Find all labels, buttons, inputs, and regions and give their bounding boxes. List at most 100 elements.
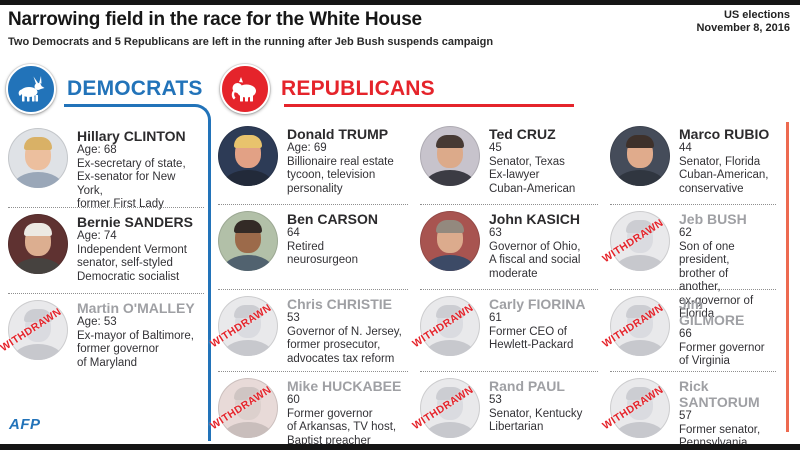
candidate-card: John KASICH 63 Governor of Ohio, A fisca…: [420, 205, 598, 290]
afp-logo: AFP: [9, 416, 41, 433]
candidate-card: Marco RUBIO 44 Senator, Florida Cuban-Am…: [610, 120, 776, 205]
candidate-photo: [420, 211, 480, 271]
avatar-torso: [425, 422, 475, 438]
candidate-age: 66: [679, 328, 692, 340]
candidate-age: 64: [287, 227, 300, 239]
candidate-card: Hillary CLINTON Age: 68 Ex-secretary of …: [8, 122, 204, 210]
candidate-details: Billionaire real estate tycoon, televisi…: [287, 155, 394, 195]
candidate-details: Former governor of Virginia: [679, 341, 765, 368]
avatar-torso: [425, 170, 475, 186]
candidate-info: Jeb BUSH 62 Son of one president, brothe…: [679, 211, 770, 322]
candidate-age: 62: [679, 227, 692, 239]
candidate-name: Carly FIORINA: [489, 296, 586, 312]
candidate-name: Rick SANTORUM: [679, 378, 760, 410]
avatar-hair: [626, 220, 654, 233]
candidate-name: John KASICH: [489, 211, 580, 227]
candidate-photo: [218, 211, 278, 271]
meta-topic: US elections: [723, 9, 790, 21]
candidate-name: Ben CARSON: [287, 211, 379, 227]
avatar-torso: [223, 255, 273, 271]
candidate-details: Former CEO of Hewlett-Packard: [489, 325, 574, 352]
candidate-name: Mike HUCKABEE: [287, 378, 402, 394]
avatar-hair: [234, 305, 262, 318]
candidate-avatar: [218, 296, 278, 356]
candidate-info: Carly FIORINA 61 Former CEO of Hewlett-P…: [489, 296, 585, 353]
candidate-details: Independent Vermont senator, self-styled…: [77, 243, 187, 283]
candidate-photo: [218, 126, 278, 186]
avatar-hair: [234, 387, 262, 400]
candidate-card: Ben CARSON 64 Retired neurosurgeon: [218, 205, 408, 290]
candidate-info: Rick SANTORUM 57 Former senator, Pennsyl…: [679, 378, 770, 450]
avatar-torso: [425, 255, 475, 271]
avatar-torso: [223, 340, 273, 356]
avatar-hair: [436, 305, 464, 318]
candidate-name: Donald TRUMP: [287, 126, 389, 142]
candidate-avatar: [610, 378, 670, 438]
candidate-details: Former senator, Pennsylvania: [679, 423, 761, 450]
candidate-avatar: [610, 211, 670, 271]
candidate-details: Senator, Florida Cuban-American, conserv…: [679, 155, 769, 195]
candidate-age: Age: 53: [77, 316, 117, 328]
page-subtitle: Two Democrats and 5 Republicans are left…: [8, 36, 494, 48]
candidate-photo: WITHDRAWN: [600, 211, 670, 271]
candidate-name: Chris CHRISTIE: [287, 296, 393, 312]
avatar-hair: [24, 137, 52, 150]
page-title: Narrowing field in the race for the Whit…: [8, 9, 422, 30]
candidate-age: 57: [679, 410, 692, 422]
candidate-card: WITHDRAWN Chris CHRISTIE 53 Governor of …: [208, 290, 408, 372]
democrats-divider-line: [64, 104, 211, 441]
candidate-age: 53: [287, 312, 300, 324]
candidate-photo: [8, 128, 68, 188]
candidate-avatar: [8, 300, 68, 360]
candidate-details: Ex-secretary of state, Ex-senator for Ne…: [77, 157, 186, 211]
candidate-info: Donald TRUMP Age: 69 Billionaire real es…: [287, 126, 394, 196]
avatar-hair: [24, 309, 52, 322]
candidate-card: WITHDRAWN Mike HUCKABEE 60 Former govern…: [208, 372, 408, 447]
candidate-photo: WITHDRAWN: [0, 300, 68, 360]
candidate-card: Donald TRUMP Age: 69 Billionaire real es…: [218, 120, 408, 205]
avatar-hair: [234, 135, 262, 148]
candidate-avatar: [8, 128, 68, 188]
candidate-age: 63: [489, 227, 502, 239]
candidate-details: Ex-mayor of Baltimore, former governor o…: [77, 329, 194, 369]
candidate-photo: WITHDRAWN: [600, 296, 670, 356]
avatar-torso: [13, 258, 63, 274]
avatar-torso: [13, 172, 63, 188]
top-black-bar: [0, 0, 800, 5]
donkey-icon: [6, 64, 56, 114]
candidate-details: Senator, Texas Ex-lawyer Cuban-American: [489, 155, 576, 195]
candidate-photo: [8, 214, 68, 274]
avatar-torso: [615, 340, 665, 356]
candidate-info: Marco RUBIO 44 Senator, Florida Cuban-Am…: [679, 126, 769, 196]
bottom-black-bar: [0, 444, 800, 450]
candidate-photo: WITHDRAWN: [600, 378, 670, 438]
republicans-right-border: [786, 122, 789, 432]
candidate-photo: [420, 126, 480, 186]
republicans-candidate-grid: Donald TRUMP Age: 69 Billionaire real es…: [208, 120, 788, 449]
candidate-name: Jim GILMORE: [679, 296, 745, 328]
candidate-info: Ben CARSON 64 Retired neurosurgeon: [287, 211, 378, 268]
meta-date: November 8, 2016: [696, 22, 790, 34]
avatar-torso: [223, 170, 273, 186]
avatar-torso: [425, 340, 475, 356]
candidate-avatar: [610, 126, 670, 186]
candidate-name: Rand PAUL: [489, 378, 565, 394]
candidate-photo: WITHDRAWN: [208, 296, 278, 356]
republicans-underline: [284, 104, 574, 107]
candidate-card: WITHDRAWN Rick SANTORUM 57 Former senato…: [600, 372, 776, 449]
avatar-torso: [615, 170, 665, 186]
candidate-age: 53: [489, 394, 502, 406]
candidate-age: Age: 74: [77, 230, 117, 242]
candidate-avatar: [420, 378, 480, 438]
avatar-hair: [626, 135, 654, 148]
elephant-icon: [220, 64, 270, 114]
candidate-card: Ted CRUZ 45 Senator, Texas Ex-lawyer Cub…: [420, 120, 598, 205]
candidate-details: Retired neurosurgeon: [287, 240, 358, 267]
candidate-info: Ted CRUZ 45 Senator, Texas Ex-lawyer Cub…: [489, 126, 575, 196]
candidate-avatar: [610, 296, 670, 356]
avatar-hair: [626, 387, 654, 400]
avatar-torso: [13, 344, 63, 360]
candidate-details: Governor of N. Jersey, former prosecutor…: [287, 325, 402, 365]
candidate-info: Rand PAUL 53 Senator, Kentucky Libertari…: [489, 378, 582, 435]
